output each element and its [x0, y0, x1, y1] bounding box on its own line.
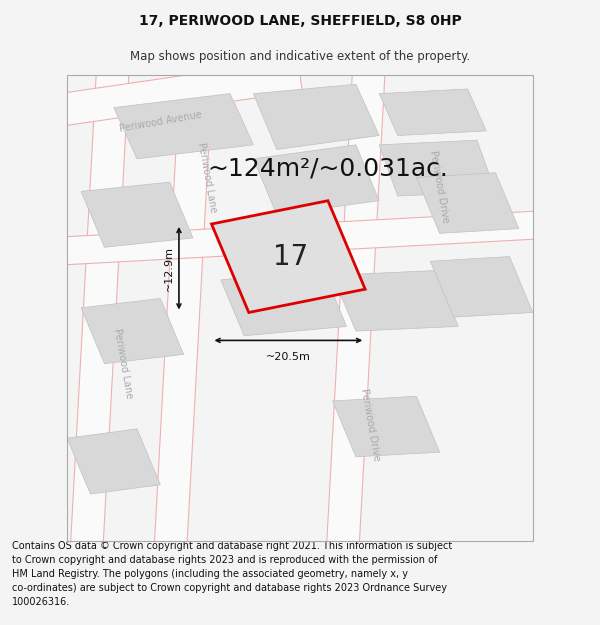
Text: ~12.9m: ~12.9m	[164, 246, 174, 291]
Text: Periwood Drive: Periwood Drive	[428, 150, 451, 224]
Text: Periwood Lane: Periwood Lane	[196, 141, 218, 213]
Polygon shape	[67, 429, 160, 494]
Text: Periwood Avenue: Periwood Avenue	[118, 109, 202, 134]
Polygon shape	[70, 51, 130, 565]
Polygon shape	[81, 182, 193, 248]
Text: Contains OS data © Crown copyright and database right 2021. This information is : Contains OS data © Crown copyright and d…	[12, 541, 452, 607]
Polygon shape	[212, 201, 365, 312]
Polygon shape	[43, 210, 557, 266]
Polygon shape	[332, 396, 440, 457]
Text: 17, PERIWOOD LANE, SHEFFIELD, S8 0HP: 17, PERIWOOD LANE, SHEFFIELD, S8 0HP	[139, 14, 461, 28]
Polygon shape	[41, 59, 302, 128]
Polygon shape	[416, 173, 519, 233]
Polygon shape	[221, 271, 347, 336]
Polygon shape	[379, 140, 496, 196]
Polygon shape	[379, 89, 486, 136]
Polygon shape	[326, 51, 386, 565]
Text: ~20.5m: ~20.5m	[266, 352, 311, 362]
Polygon shape	[253, 84, 379, 149]
Polygon shape	[332, 271, 458, 331]
Polygon shape	[154, 51, 214, 565]
Bar	[67, 75, 533, 541]
Text: 17: 17	[273, 242, 308, 271]
Text: Map shows position and indicative extent of the property.: Map shows position and indicative extent…	[130, 50, 470, 62]
Text: Periwood Drive: Periwood Drive	[359, 387, 381, 461]
Polygon shape	[253, 145, 379, 214]
Polygon shape	[114, 94, 253, 159]
Polygon shape	[81, 299, 184, 364]
Text: Periwood Lane: Periwood Lane	[112, 328, 134, 399]
Text: ~124m²/~0.031ac.: ~124m²/~0.031ac.	[208, 156, 448, 180]
Polygon shape	[430, 257, 533, 317]
